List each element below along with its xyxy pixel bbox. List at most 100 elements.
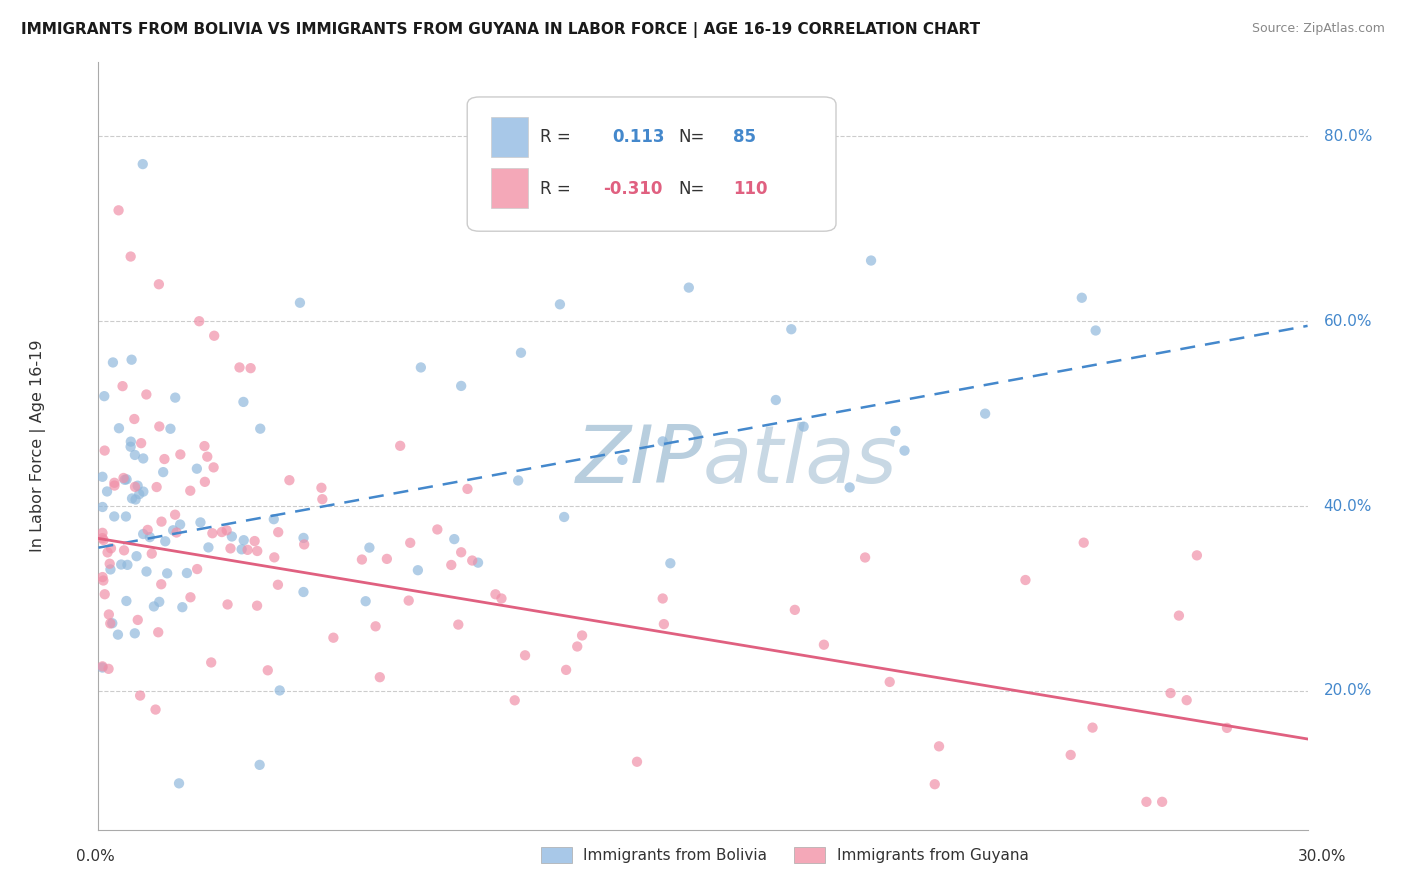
Point	[1216, 721, 1239, 735]
Point	[145, 702, 167, 716]
Point	[132, 157, 155, 171]
Point	[783, 603, 806, 617]
Point	[853, 550, 876, 565]
Point	[1152, 795, 1174, 809]
Text: IMMIGRANTS FROM BOLIVIA VS IMMIGRANTS FROM GUYANA IN LABOR FORCE | AGE 16-19 COR: IMMIGRANTS FROM BOLIVIA VS IMMIGRANTS FR…	[21, 22, 980, 38]
Point	[211, 524, 233, 539]
Point	[132, 527, 155, 541]
Point	[127, 613, 149, 627]
FancyBboxPatch shape	[492, 117, 527, 157]
Point	[510, 345, 533, 359]
Point	[1070, 291, 1092, 305]
Point	[652, 617, 675, 632]
Point	[186, 562, 208, 576]
Point	[124, 412, 146, 426]
Point	[243, 534, 266, 549]
Text: Immigrants from Guyana: Immigrants from Guyana	[837, 848, 1028, 863]
Point	[447, 617, 470, 632]
Point	[793, 419, 815, 434]
Point	[1135, 795, 1157, 809]
Point	[103, 478, 125, 492]
Point	[120, 440, 142, 454]
Point	[91, 570, 114, 584]
Point	[197, 541, 219, 555]
Text: 85: 85	[734, 128, 756, 146]
Text: N=: N=	[679, 180, 706, 198]
Point	[202, 328, 225, 343]
Point	[166, 525, 188, 540]
Point	[169, 517, 191, 532]
Point	[239, 361, 262, 376]
Point	[127, 479, 149, 493]
Point	[267, 525, 290, 540]
Point	[91, 470, 114, 484]
Point	[232, 395, 254, 409]
Point	[112, 471, 135, 485]
Point	[176, 566, 198, 580]
Point	[93, 574, 115, 588]
Text: 0.0%: 0.0%	[76, 849, 115, 863]
Point	[153, 452, 176, 467]
Text: R =: R =	[540, 180, 571, 198]
Point	[107, 203, 129, 218]
Point	[150, 515, 173, 529]
FancyBboxPatch shape	[492, 169, 527, 208]
Point	[263, 512, 285, 526]
Point	[236, 542, 259, 557]
Point	[443, 532, 465, 546]
Point	[107, 627, 129, 641]
Point	[121, 491, 143, 506]
Text: 30.0%: 30.0%	[1298, 849, 1346, 863]
Text: N=: N=	[679, 128, 706, 146]
Point	[426, 523, 449, 537]
Point	[612, 453, 634, 467]
Text: 20.0%: 20.0%	[1323, 683, 1372, 698]
Point	[195, 450, 218, 464]
Point	[484, 587, 506, 601]
Point	[399, 536, 422, 550]
Point	[553, 510, 575, 524]
Text: atlas: atlas	[703, 422, 898, 500]
Point	[124, 492, 146, 507]
Text: 110: 110	[734, 180, 768, 198]
Point	[91, 525, 114, 540]
Point	[200, 656, 222, 670]
Point	[139, 530, 162, 544]
Point	[165, 508, 187, 522]
Point	[97, 545, 120, 559]
Point	[1160, 686, 1182, 700]
Point	[267, 578, 290, 592]
Point	[838, 480, 860, 494]
Text: 40.0%: 40.0%	[1323, 499, 1372, 514]
Point	[659, 556, 682, 570]
Point	[450, 379, 472, 393]
Point	[292, 531, 315, 545]
Point	[98, 616, 121, 631]
Point	[115, 509, 138, 524]
Point	[228, 360, 250, 375]
Text: 0.113: 0.113	[613, 128, 665, 146]
Point	[221, 529, 243, 543]
Point	[179, 483, 201, 498]
Point	[194, 475, 217, 489]
Point	[136, 523, 159, 537]
Point	[651, 434, 673, 449]
Point	[311, 492, 333, 507]
Point	[288, 295, 311, 310]
Point	[278, 473, 301, 487]
Point	[101, 616, 124, 631]
Point	[167, 776, 190, 790]
Point	[513, 648, 536, 663]
Point	[219, 541, 242, 556]
Point	[114, 473, 136, 487]
Text: R =: R =	[540, 128, 571, 146]
Point	[165, 391, 187, 405]
Point	[322, 631, 344, 645]
Text: Immigrants from Bolivia: Immigrants from Bolivia	[583, 848, 768, 863]
Text: -0.310: -0.310	[603, 180, 662, 198]
Point	[406, 563, 429, 577]
Point	[100, 541, 122, 556]
Point	[1014, 573, 1036, 587]
Point	[112, 543, 135, 558]
Point	[928, 739, 950, 754]
